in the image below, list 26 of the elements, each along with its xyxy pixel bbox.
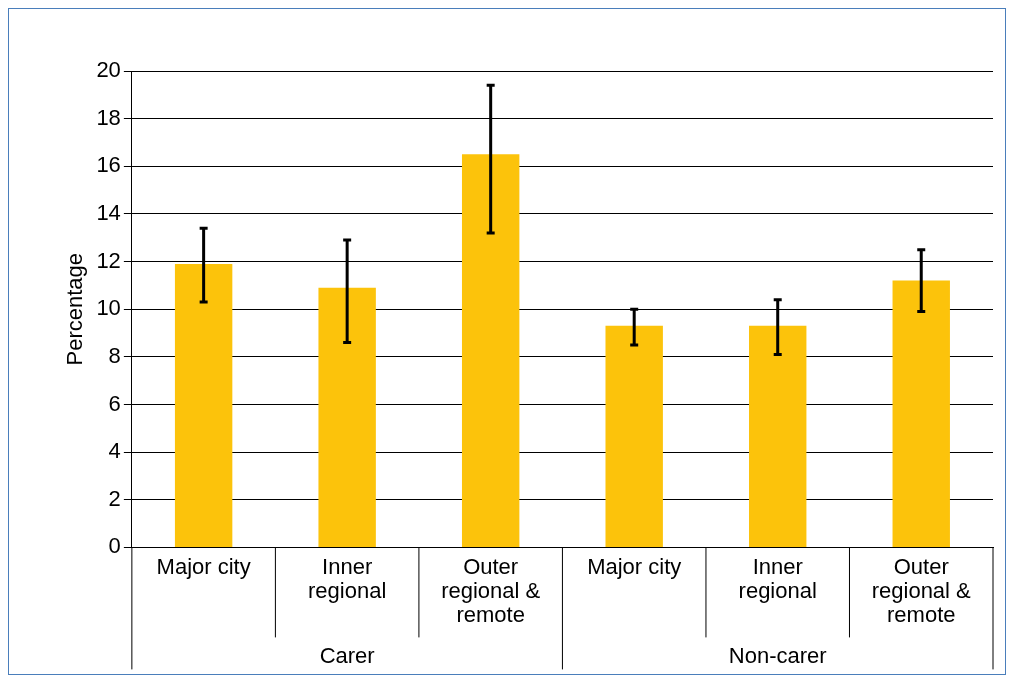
y-tick-label: 16	[96, 152, 121, 178]
y-tick-label: 12	[96, 247, 121, 273]
y-tick-label: 4	[108, 438, 121, 464]
x-tick-label: Inner regional	[308, 553, 387, 603]
bar	[892, 280, 950, 547]
y-tick-label: 14	[96, 199, 121, 225]
bar	[749, 325, 807, 547]
x-tick-label: Major city	[587, 553, 682, 579]
bar	[318, 287, 376, 547]
x-tick-label: Inner regional	[738, 553, 817, 603]
text: Carer	[319, 643, 375, 669]
bar	[174, 263, 233, 547]
y-tick-label: 18	[96, 104, 121, 130]
x-tick-label: Outer regional & remote	[871, 553, 972, 627]
y-tick-label: 8	[108, 342, 121, 368]
bar	[605, 325, 663, 547]
y-tick-label: 6	[108, 390, 121, 416]
y-tick-label: 2	[108, 485, 121, 511]
x-tick-label: Major city	[156, 553, 251, 579]
y-axis-title: Percentage	[62, 252, 88, 366]
y-tick-label: 0	[108, 533, 121, 559]
text: Non-carer	[728, 643, 827, 669]
y-tick-label: 20	[96, 57, 121, 83]
x-tick-label: Outer regional & remote	[441, 553, 541, 627]
bar	[461, 154, 520, 547]
y-tick-label: 10	[96, 295, 121, 321]
